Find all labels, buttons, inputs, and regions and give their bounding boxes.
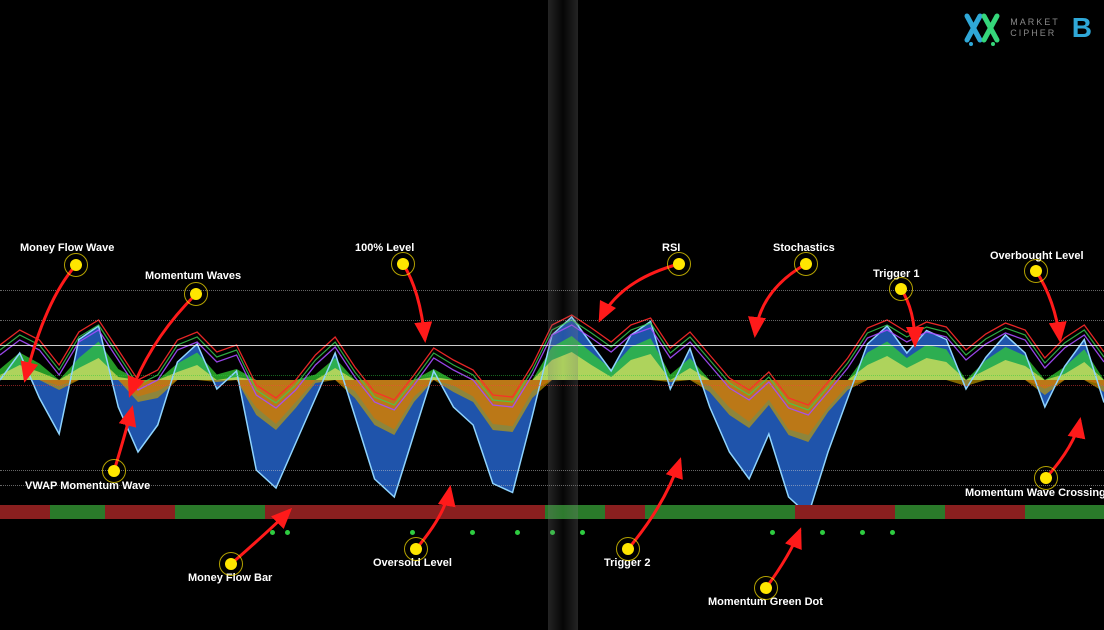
logo-letter: B: [1072, 12, 1092, 44]
annotation-label: Momentum Waves: [145, 270, 241, 282]
level-line: [0, 385, 1104, 386]
momentum-dot: [285, 530, 290, 535]
money-bar-segment: [105, 505, 175, 519]
annotation-dot-icon: [760, 582, 772, 594]
momentum-dot: [860, 530, 865, 535]
money-bar-segment: [0, 505, 50, 519]
annotation-dot-icon: [70, 259, 82, 271]
momentum-dot: [890, 530, 895, 535]
level-line: [0, 320, 1104, 321]
annotation-dot-icon: [397, 258, 409, 270]
annotation-dot-icon: [225, 558, 237, 570]
annotation-dot-icon: [895, 283, 907, 295]
money-bar-segment: [795, 505, 895, 519]
annotation-dot-icon: [1040, 472, 1052, 484]
annotation-dot-icon: [1030, 265, 1042, 277]
level-line: [0, 345, 1104, 346]
annotation-label: VWAP Momentum Wave: [25, 480, 150, 492]
logo-line1: MARKET: [1010, 17, 1060, 28]
level-line: [0, 470, 1104, 471]
momentum-dot: [770, 530, 775, 535]
annotation-label: Money Flow Wave: [20, 242, 114, 254]
level-line: [0, 485, 1104, 486]
money-bar-segment: [545, 505, 605, 519]
oscillator-chart: [0, 280, 1104, 520]
annotation-dot-icon: [622, 543, 634, 555]
annotation-label: Momentum Wave Crossing: [965, 487, 1104, 499]
logo-text: MARKET CIPHER: [1010, 17, 1060, 39]
money-flow-bar: [0, 505, 1104, 519]
chart-stage: MARKET CIPHER B Money Flow Wave Momentum …: [0, 0, 1104, 630]
logo-mark-icon: [962, 8, 1002, 48]
level-line: [0, 375, 1104, 376]
money-bar-segment: [945, 505, 1025, 519]
momentum-dot: [470, 530, 475, 535]
money-bar-segment: [645, 505, 795, 519]
annotation-dot-icon: [190, 288, 202, 300]
momentum-dot: [410, 530, 415, 535]
money-bar-segment: [895, 505, 945, 519]
logo-line2: CIPHER: [1010, 28, 1060, 39]
annotation-dot-icon: [410, 543, 422, 555]
momentum-dot: [515, 530, 520, 535]
money-bar-segment: [1025, 505, 1104, 519]
annotation-dot-icon: [108, 465, 120, 477]
money-bar-segment: [175, 505, 265, 519]
money-bar-segment: [265, 505, 545, 519]
momentum-dot: [550, 530, 555, 535]
money-bar-segment: [50, 505, 105, 519]
money-bar-segment: [605, 505, 645, 519]
momentum-dot: [580, 530, 585, 535]
green-dot-strip: [0, 530, 1104, 540]
level-line: [0, 290, 1104, 291]
momentum-dot: [270, 530, 275, 535]
logo: MARKET CIPHER B: [962, 8, 1092, 48]
annotation-dot-icon: [673, 258, 685, 270]
momentum-dot: [820, 530, 825, 535]
annotation-dot-icon: [800, 258, 812, 270]
